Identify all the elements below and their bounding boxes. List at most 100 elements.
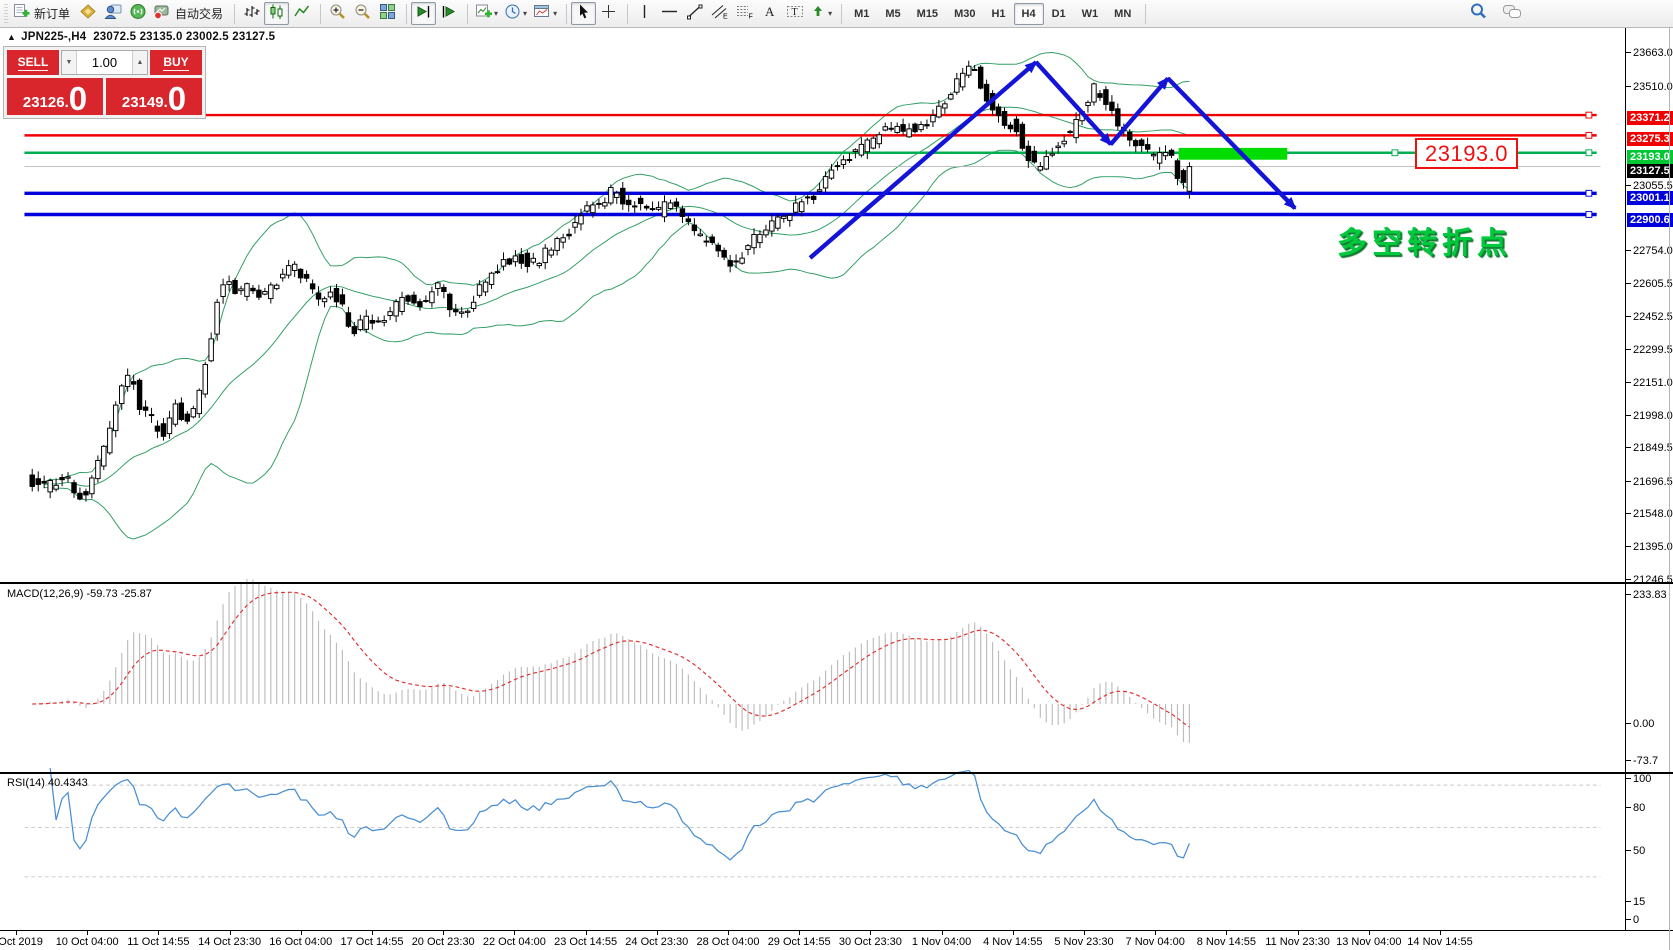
candle — [1180, 170, 1187, 183]
hline-handle[interactable] — [1585, 211, 1593, 218]
trend-arrow[interactable] — [1166, 76, 1297, 210]
sell-price-display[interactable]: 23126. 0 — [7, 78, 103, 115]
candle — [208, 338, 214, 362]
vertical-line-button[interactable] — [632, 2, 657, 25]
turning-point-note[interactable]: 多空转折点 — [1337, 227, 1512, 260]
bar-chart-icon — [243, 3, 260, 25]
candle — [560, 237, 566, 243]
auto-scroll-button[interactable] — [411, 2, 437, 25]
hline-handle[interactable] — [1391, 149, 1399, 157]
candle — [280, 273, 286, 279]
timeframe-button-M30[interactable]: M30 — [954, 7, 976, 20]
auto-trading-button[interactable]: 自动交易 — [150, 2, 228, 25]
hline-handle[interactable] — [1585, 131, 1593, 139]
candle — [83, 491, 89, 496]
buy-button[interactable]: BUY — [150, 50, 202, 75]
candle — [1150, 154, 1157, 157]
price-tick: 22151.0 — [1626, 377, 1673, 389]
candle — [506, 258, 513, 265]
bar-chart-button[interactable] — [239, 2, 264, 25]
timeframe-button-M1[interactable]: M1 — [854, 7, 870, 20]
candle — [1097, 93, 1103, 98]
candle — [172, 403, 179, 425]
volume-decrease-button[interactable]: ▼ — [62, 51, 77, 74]
rsi-line — [49, 768, 1190, 861]
text-label-button[interactable]: T — [782, 2, 807, 25]
price-tick: 21998.0 — [1626, 410, 1673, 422]
fibonacci-button[interactable]: F — [732, 2, 757, 25]
volume-input[interactable] — [77, 51, 132, 74]
hline-handle[interactable] — [1585, 111, 1593, 119]
new-order-button[interactable]: 新订单 — [10, 2, 75, 25]
zoom-out-button[interactable] — [350, 2, 375, 25]
price-axis[interactable]: 23663.0 23510.0 23055.5 22754.0 22605.5 22452… — [1625, 28, 1673, 930]
one-click-trading-panel: SELL ▼ ▲ BUY 23126.0 23149.0 — [3, 46, 206, 119]
chat-button[interactable] — [1499, 2, 1525, 25]
tile-windows-button[interactable] — [375, 2, 400, 25]
cursor-button[interactable] — [571, 2, 597, 25]
highlight-rectangle[interactable] — [1178, 147, 1288, 160]
candle — [912, 123, 918, 133]
arrows-shapes-button[interactable]: ▾ — [807, 2, 835, 25]
indicators-button[interactable]: ▾ — [530, 2, 560, 25]
timeframe-button-M5[interactable]: M5 — [885, 7, 901, 20]
candle — [53, 484, 59, 490]
macd-pane-separator[interactable] — [0, 582, 1673, 584]
timeframe-button-W1[interactable]: W1 — [1081, 7, 1099, 20]
candlestick-chart-button[interactable] — [264, 2, 290, 25]
candle — [226, 281, 232, 285]
volume-increase-button[interactable]: ▲ — [132, 51, 147, 74]
dropdown-caret-icon: ▾ — [523, 8, 528, 18]
candle — [458, 311, 465, 314]
ohlc-values: 23072.5 23135.0 23002.5 23127.5 — [93, 31, 276, 43]
candle — [214, 301, 220, 335]
new-order-icon — [13, 3, 30, 25]
equidistant-channel-button[interactable]: E — [707, 2, 732, 25]
candle — [47, 479, 53, 493]
candle — [65, 476, 71, 479]
candle — [1019, 123, 1026, 149]
candle — [793, 202, 799, 213]
timeframe-button-H4[interactable]: H4 — [1013, 2, 1044, 25]
timeframe-button-M15[interactable]: M15 — [916, 7, 939, 20]
price-tick: 23663.0 — [1626, 47, 1673, 59]
search-button[interactable] — [1466, 2, 1491, 25]
chart-plot[interactable] — [0, 28, 1625, 930]
time-axis[interactable]: 8 Oct 2019 10 Oct 04:00 11 Oct 14:55 14 Oct… — [0, 930, 1673, 950]
price-annotation-box[interactable]: 23193.0 — [1415, 138, 1518, 169]
market-watch-button[interactable] — [75, 2, 100, 25]
line-chart-button[interactable] — [289, 2, 314, 25]
trend-arrow[interactable] — [1034, 60, 1113, 146]
chart-shift-icon — [440, 3, 457, 25]
sell-button[interactable]: SELL — [7, 50, 59, 75]
crosshair-button[interactable] — [596, 2, 621, 25]
candle — [709, 236, 715, 243]
candle — [649, 208, 656, 211]
rsi-pane-separator[interactable] — [0, 772, 1673, 774]
period-button[interactable]: ▾ — [501, 2, 530, 25]
horizontal-line-button[interactable] — [657, 2, 682, 25]
level-price-label: 23371.2 — [1627, 110, 1673, 125]
strategy-tester-button[interactable] — [100, 2, 125, 25]
search-icon — [1469, 2, 1488, 25]
trend-arrow[interactable] — [808, 60, 1038, 260]
hline-handle[interactable] — [1585, 149, 1593, 157]
timeframe-button-H1[interactable]: H1 — [991, 7, 1006, 20]
signals-button[interactable] — [125, 2, 150, 25]
candle — [1109, 101, 1115, 111]
chart-shift-button[interactable] — [436, 2, 461, 25]
buy-price-display[interactable]: 23149. 0 — [106, 78, 202, 115]
text-button[interactable]: A — [757, 2, 782, 25]
trend-arrow[interactable] — [1109, 76, 1170, 146]
panel-collapse-icon[interactable]: ▲ — [7, 32, 17, 42]
candle — [834, 165, 841, 168]
toolbar-separator — [234, 3, 236, 24]
timeframe-button-MN[interactable]: MN — [1114, 7, 1132, 20]
new-chart-button[interactable]: ▾ — [472, 2, 501, 25]
trendline-button[interactable] — [682, 2, 707, 25]
timeframe-button-D1[interactable]: D1 — [1051, 7, 1066, 20]
candle — [101, 445, 107, 467]
candle — [596, 202, 602, 205]
zoom-in-button[interactable] — [325, 2, 350, 25]
hline-handle[interactable] — [1585, 189, 1593, 197]
